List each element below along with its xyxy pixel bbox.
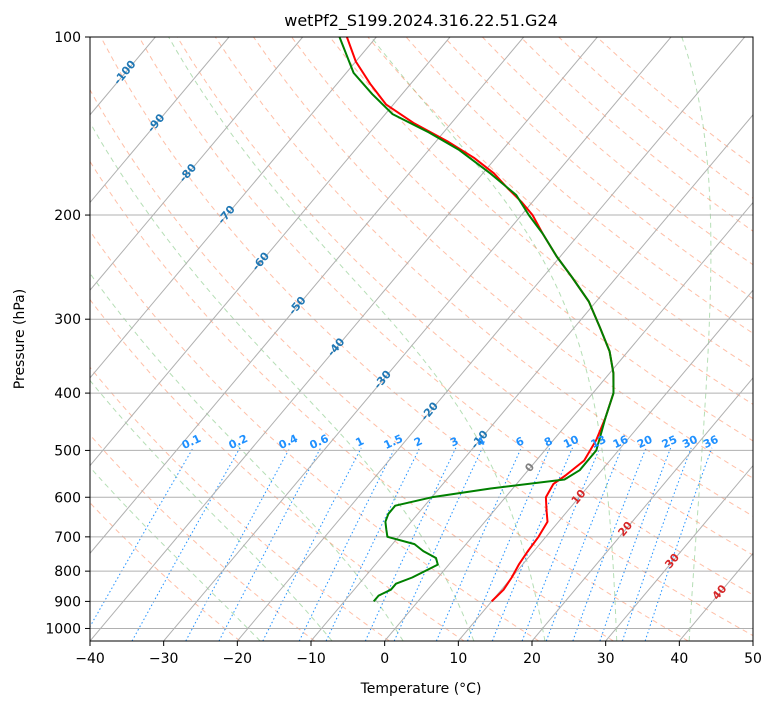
- mixing-ratio-lines: [90, 447, 713, 641]
- y-tick-label: 1000: [45, 621, 81, 637]
- isobar-gridlines: [90, 37, 753, 629]
- mixing-ratio-line: [90, 447, 194, 628]
- mixing-ratio-line: [572, 447, 647, 641]
- mixing-ratio-line: [621, 447, 692, 641]
- mixing-ratio-line: [644, 447, 713, 641]
- isotherm-line: [384, 201, 753, 641]
- mixing-ratio-line: [599, 447, 672, 641]
- x-tick-label: 10: [449, 651, 467, 667]
- y-axis-ticks: 100 200 300 400 500 600 700 800 900 1000: [45, 30, 90, 637]
- mixing-ratio-line: [185, 447, 291, 641]
- moist-adiabat-line: [90, 272, 404, 641]
- chart-title: wetPf2_S199.2024.316.22.51.G24: [284, 11, 558, 31]
- plot-area: -100-90-80-70-60-50-40-30-20-10010203040…: [90, 37, 753, 641]
- isotherm-line: [90, 37, 451, 467]
- isotherm-lines: [90, 37, 753, 641]
- isotherm-line: [457, 289, 753, 641]
- x-tick-label: −40: [75, 651, 105, 667]
- dry-adiabat-line: [90, 230, 540, 641]
- isotherm-line: [90, 37, 304, 291]
- sounding-series-2: [338, 37, 615, 603]
- dry-adiabat-line: [214, 37, 753, 517]
- mixing-ratio-label: 16: [611, 433, 631, 451]
- mixing-ratio-label: 30: [680, 433, 700, 451]
- x-tick-label: 50: [744, 651, 762, 667]
- moist-adiabat-line: [681, 37, 712, 641]
- y-tick-label: 900: [54, 594, 81, 610]
- dry-adiabat-line: [90, 298, 465, 641]
- mixing-ratio-line: [262, 447, 362, 641]
- x-tick-label: 0: [380, 651, 389, 667]
- mixing-ratio-line: [364, 447, 457, 641]
- y-tick-label: 400: [54, 386, 81, 402]
- x-tick-label: 30: [597, 651, 615, 667]
- isotherm-line: [605, 464, 753, 641]
- moist-adiabat-line: [90, 121, 475, 641]
- dry-adiabat-line: [329, 37, 753, 405]
- isotherm-line: [310, 114, 753, 641]
- moist-adiabat-line: [90, 379, 333, 641]
- sounding-series: [338, 37, 615, 603]
- dry-adiabat-line: [90, 160, 614, 641]
- mixing-ratio-label: 25: [660, 433, 679, 451]
- mixing-ratio-label: 36: [701, 433, 721, 451]
- y-tick-label: 300: [54, 312, 81, 328]
- x-axis-label: Temperature (°C): [360, 681, 482, 697]
- isotherm-line: [90, 37, 230, 204]
- y-tick-label: 700: [54, 530, 81, 546]
- isotherm-line: [90, 37, 377, 379]
- y-tick-label: 500: [54, 443, 81, 459]
- mixing-ratio-label: 20: [635, 433, 655, 451]
- x-tick-label: −10: [296, 651, 326, 667]
- y-tick-label: 200: [54, 208, 81, 224]
- y-tick-label: 600: [54, 490, 81, 506]
- dry-adiabat-line: [443, 37, 753, 300]
- plot-frame: [89, 36, 754, 642]
- dry-adiabat-lines: [90, 37, 753, 641]
- y-tick-label: 100: [54, 30, 81, 46]
- dry-adiabat-line: [90, 434, 316, 641]
- mixing-ratio-line: [218, 447, 322, 641]
- mixing-ratio-line: [545, 447, 623, 641]
- dry-adiabat-line: [90, 502, 241, 641]
- moist-adiabat-line: [370, 37, 618, 641]
- isotherm-line: [90, 37, 598, 641]
- mixing-ratio-label: 10: [561, 433, 581, 451]
- mixing-ratio-line: [521, 447, 601, 641]
- x-tick-label: −30: [149, 651, 179, 667]
- x-axis-ticks: −40 −30 −20 −10 0 10 20 30 40 50: [75, 641, 762, 667]
- x-tick-label: 40: [670, 651, 688, 667]
- y-tick-label: 800: [54, 564, 81, 580]
- x-tick-label: −20: [223, 651, 253, 667]
- dry-adiabat-line: [90, 88, 689, 641]
- x-tick-label: 20: [523, 651, 541, 667]
- dry-adiabat-line: [405, 37, 753, 334]
- mixing-ratio-line: [467, 447, 551, 641]
- y-axis-label: Pressure (hPa): [12, 289, 28, 389]
- moist-adiabat-lines: [90, 37, 712, 641]
- dry-adiabat-line: [90, 366, 390, 641]
- moist-adiabat-line: [168, 37, 546, 641]
- mixing-ratio-label: 13: [589, 433, 608, 451]
- isotherm-line: [531, 377, 753, 641]
- moist-adiabat-line: [90, 466, 261, 641]
- isotherm-line: [163, 37, 672, 641]
- isotherm-line: [236, 37, 746, 641]
